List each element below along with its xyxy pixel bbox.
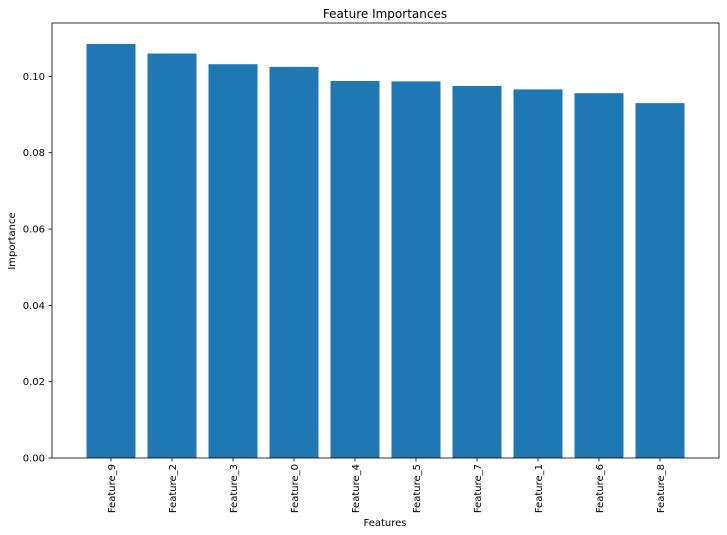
x-tick-label: Feature_3	[229, 464, 240, 513]
bar-feature-2	[147, 53, 197, 459]
bar-feature-7	[452, 85, 502, 459]
bar-feature-1	[513, 89, 563, 458]
x-tick-label: Feature_4	[351, 464, 362, 513]
axes-frame	[51, 22, 720, 459]
x-axis-label: Features	[364, 518, 407, 529]
y-tick-label: 0.08	[23, 148, 45, 159]
y-axis-label: Importance	[7, 212, 18, 269]
y-axis: 0.00 0.02 0.04 0.06 0.08 0.10	[23, 72, 52, 465]
x-axis: Feature_9 Feature_2 Feature_3 Feature_0 Feat…	[107, 458, 667, 513]
x-tick-label: Feature_1	[534, 464, 545, 513]
x-tick-label: Feature_8	[656, 464, 667, 513]
y-tick-label: 0.06	[23, 225, 45, 236]
x-tick-label: Feature_6	[595, 464, 606, 513]
x-tick-label: Feature_0	[290, 464, 301, 513]
y-tick-label: 0.02	[23, 377, 45, 388]
x-tick-label: Feature_7	[473, 464, 484, 513]
bar-feature-8	[635, 103, 685, 458]
bar-feature-6	[574, 93, 624, 459]
plot-area: 0.000.020.040.060.080.10 Feature_9 Featur…	[23, 22, 720, 513]
bar-feature-3	[208, 64, 258, 459]
x-tick-label: Feature_5	[412, 464, 423, 513]
x-tick-label: Feature_9	[107, 464, 118, 513]
y-tick-label: 0.10	[23, 72, 45, 83]
y-tick-label: 0.00	[23, 454, 45, 465]
chart-title: Feature Importances	[323, 7, 447, 21]
bar-feature-9	[86, 43, 136, 458]
bars-group	[86, 43, 685, 459]
bar-feature-5	[391, 81, 441, 458]
bar-feature-4	[330, 81, 380, 458]
bar-feature-0	[269, 66, 319, 458]
x-tick-label: Feature_2	[168, 464, 179, 513]
y-tick-label: 0.04	[23, 301, 45, 312]
